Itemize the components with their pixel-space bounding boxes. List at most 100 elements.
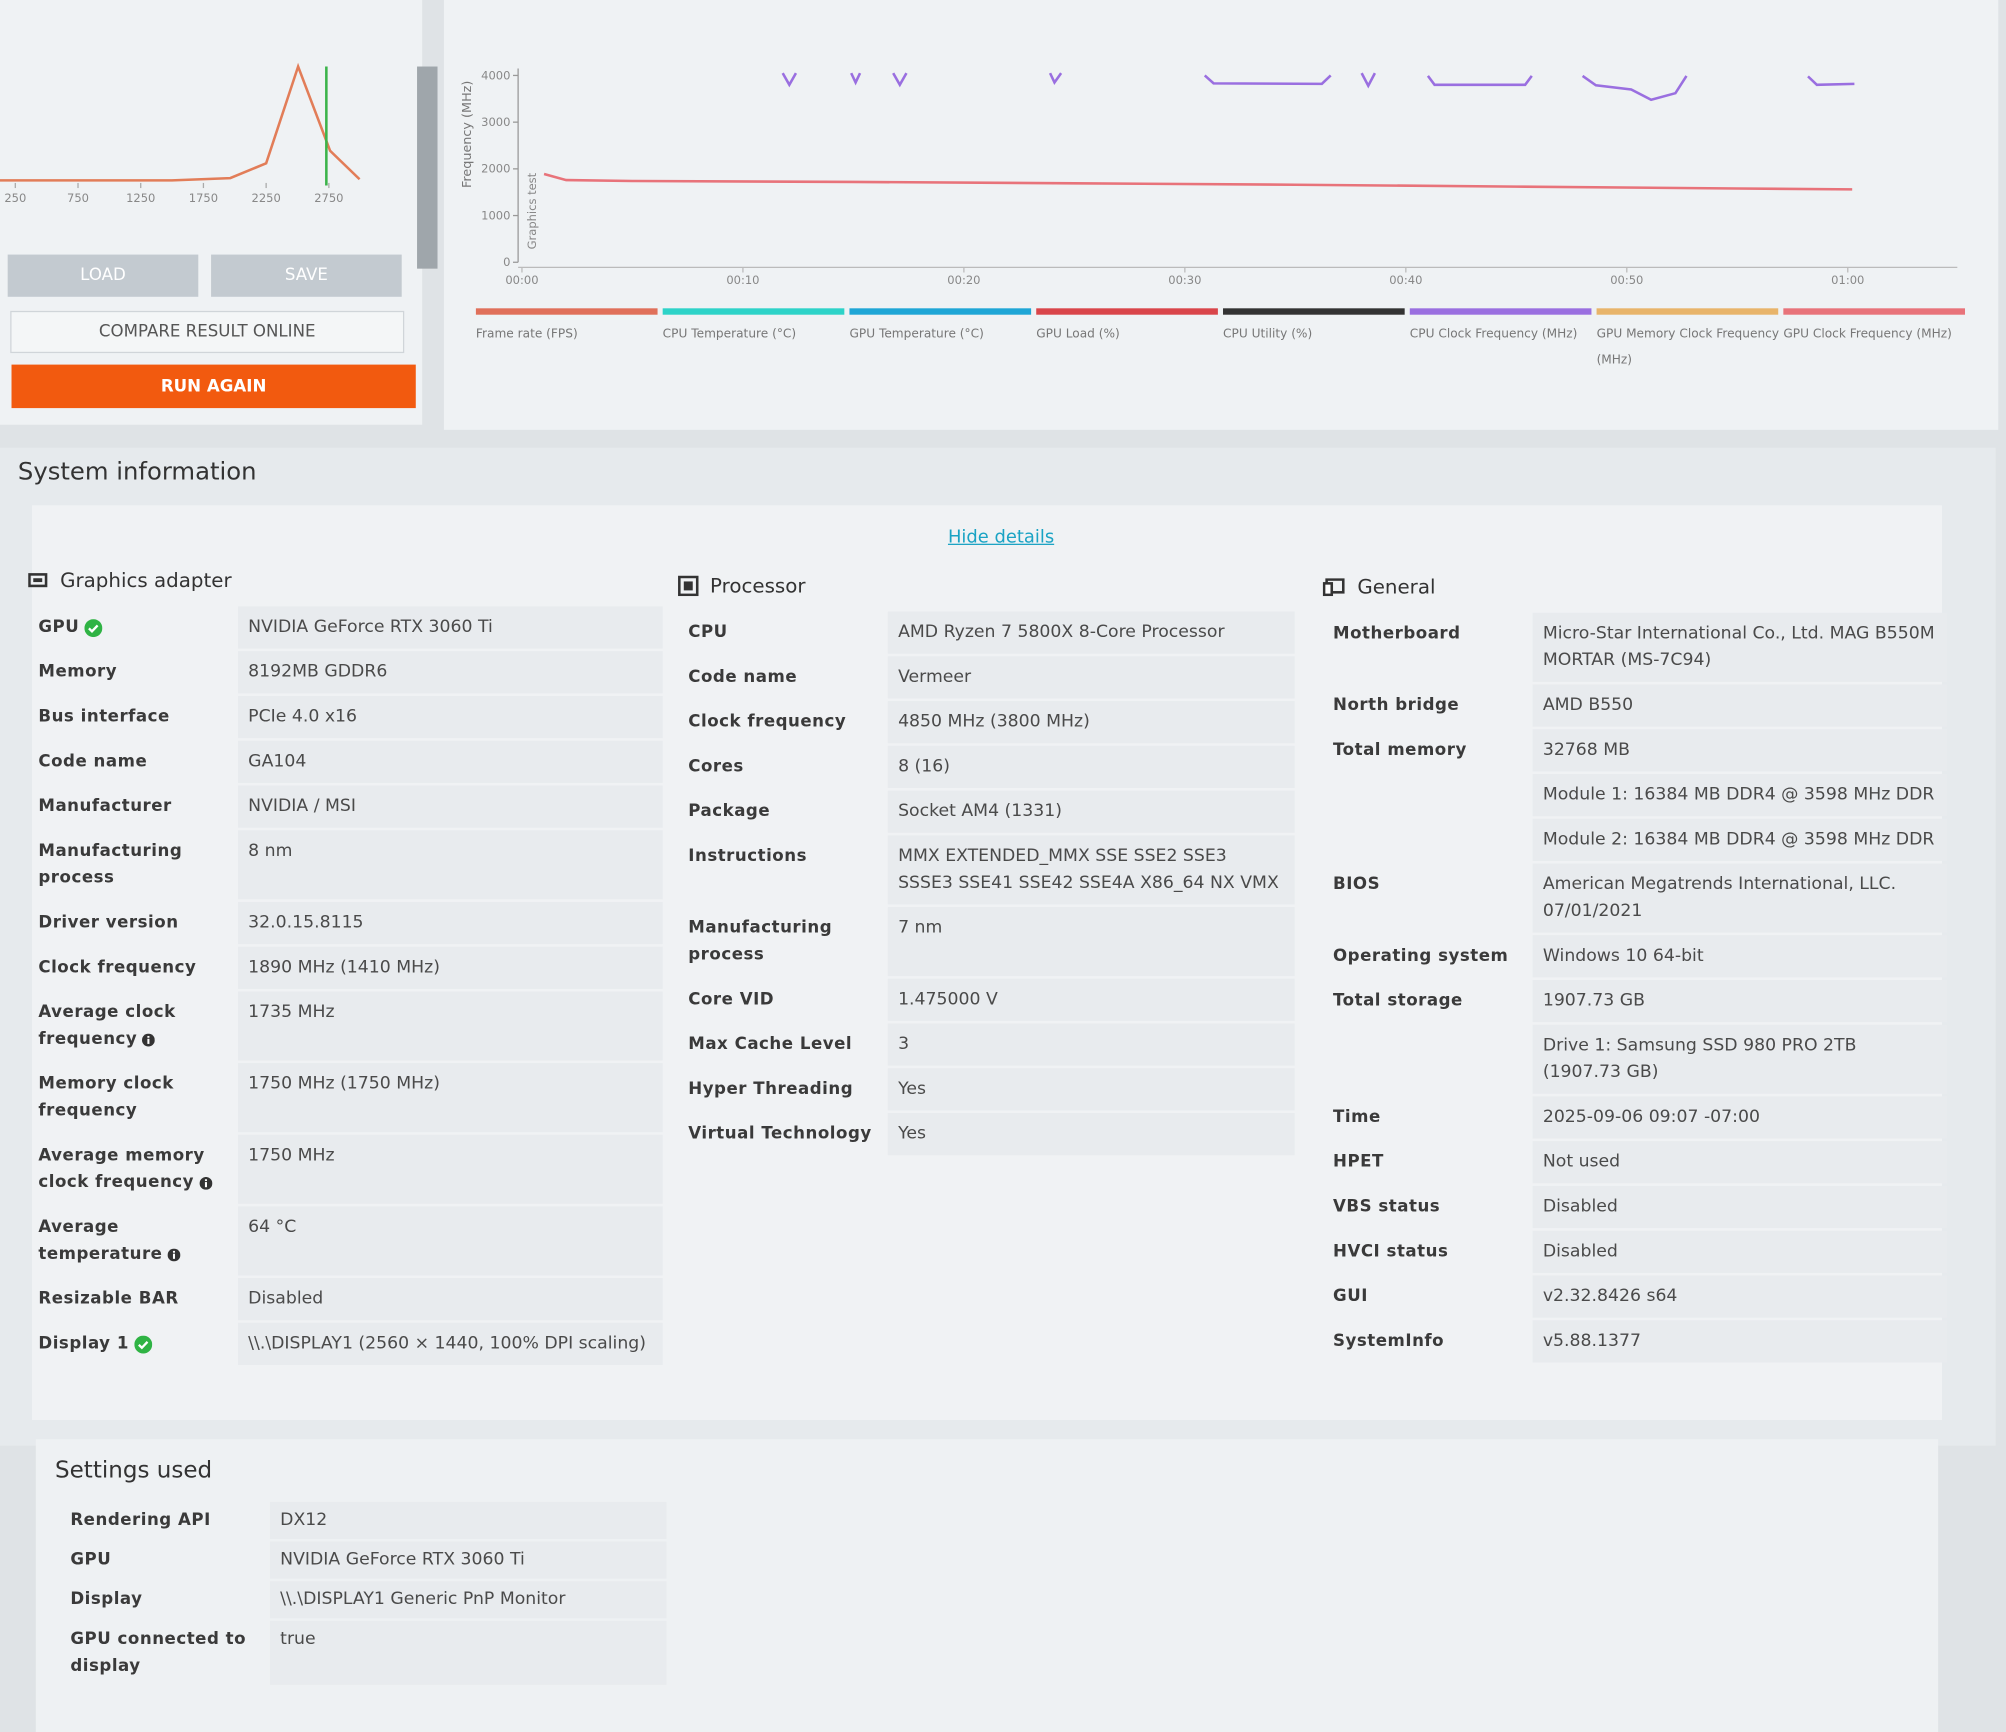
row-value: 1.475000 V: [887, 978, 1295, 1021]
info-row: Code name GA104: [28, 740, 663, 783]
row-label: GPU: [28, 606, 238, 648]
row-value: Not used: [1532, 1141, 1948, 1184]
row-value: true: [269, 1620, 667, 1685]
row-value: 2025-09-06 09:07 -07:00: [1532, 1096, 1948, 1139]
info-row: Clock frequency 4850 MHz (3800 MHz): [678, 701, 1295, 744]
row-value: Windows 10 64-bit: [1532, 935, 1948, 978]
row-label: Memory: [38, 662, 118, 682]
info-row: Instructions MMX EXTENDED_MMX SSE SSE2 SS…: [678, 835, 1295, 905]
rows: GPU NVIDIA GeForce RTX 3060 Ti Memory 8192M…: [28, 606, 663, 1366]
legend-swatch: [1036, 308, 1218, 315]
row-label: Driver version: [38, 913, 179, 933]
info-row: GPU NVIDIA GeForce RTX 3060 Ti: [28, 606, 663, 649]
info-row: Manufacturing process 8 nm: [28, 830, 663, 900]
data-line: [1581, 74, 1688, 102]
data-line: [543, 172, 1853, 191]
check-icon: [84, 618, 103, 637]
row-value: Disabled: [1532, 1230, 1948, 1273]
info-row: Manufacturing process 7 nm: [678, 907, 1295, 977]
section-heading-text: Graphics adapter: [60, 569, 232, 593]
legend-swatch: [1409, 308, 1592, 315]
x-tick-label: 250: [4, 191, 26, 205]
x-tick-label: 2750: [314, 191, 343, 205]
row-label: CPU: [688, 623, 728, 643]
info-row: Display 1 \\.\DISPLAY1 (2560 × 1440, 100%…: [28, 1322, 663, 1366]
row-value: Module 2: 16384 MB DDR4 @ 3598 MHz DDR: [1532, 818, 1948, 861]
row-label: BIOS: [1333, 875, 1381, 895]
info-row: Total storage 1907.73 GB: [1323, 979, 1948, 1023]
row-label: Memory clock frequency: [38, 1074, 174, 1121]
row-value: \\.\DISPLAY1 (2560 × 1440, 100% DPI scal…: [237, 1322, 663, 1366]
info-row: Code name Vermeer: [678, 656, 1295, 699]
row-label: Average memory clock frequency: [28, 1135, 238, 1204]
legend-label: GPU Memory Clock Frequency (MHz): [1596, 327, 1780, 368]
legend-entry: GPU Load (%): [1036, 308, 1223, 373]
info-row: GUI v2.32.8426 s64: [1323, 1275, 1948, 1318]
row-label: Rendering API: [70, 1510, 211, 1531]
rows: CPU AMD Ryzen 7 5800X 8-Core Processor Cod…: [678, 611, 1295, 1156]
x-tick-label: 00:30: [1168, 273, 1201, 287]
row-label: Instructions: [688, 846, 807, 867]
row-label: HVCI status: [1333, 1242, 1449, 1262]
info-row: Average memory clock frequency 1750 MHz: [28, 1134, 663, 1204]
section-heading-text: General: [1357, 575, 1436, 599]
monitoring-chart: 0 1000 2000 3000 4000 00:00 00:10 00:20 00:30 00:…: [460, 68, 1958, 287]
info-row: VBS status Disabled: [1323, 1185, 1948, 1229]
row-label: Code name: [38, 752, 148, 772]
row-label: Total storage: [1333, 991, 1463, 1011]
rows: Motherboard Micro-Star International Co.,…: [1323, 612, 1948, 1363]
info-row: Driver version 32.0.15.8115: [28, 901, 663, 945]
row-value: 8192MB GDDR6: [237, 651, 663, 694]
row-value: GA104: [237, 740, 663, 783]
x-tick-label: 750: [67, 191, 89, 205]
row-label: Average clock frequency: [38, 1002, 176, 1050]
info-row: Module 1: 16384 MB DDR4 @ 3598 MHz DDR: [1323, 773, 1948, 817]
info-icon: [142, 1033, 156, 1046]
legend-swatch: [1223, 308, 1405, 315]
row-value: 7 nm: [887, 907, 1295, 977]
info-icon: [167, 1247, 181, 1261]
info-row: Operating system Windows 10 64-bit: [1323, 935, 1948, 978]
legend-label: CPU Utility (%): [1223, 327, 1313, 342]
row-value: 1907.73 GB: [1532, 979, 1948, 1023]
info-row: Cores 8 (16): [678, 745, 1295, 789]
row-label: Clock frequency: [688, 712, 847, 732]
row-value: Socket AM4 (1331): [887, 790, 1295, 833]
legend-label: CPU Clock Frequency (MHz): [1409, 327, 1578, 342]
legend-entry: Frame rate (FPS): [475, 308, 663, 373]
load-button[interactable]: LOAD: [7, 254, 199, 297]
run-again-button[interactable]: RUN AGAIN: [11, 364, 416, 409]
row-value: Yes: [887, 1068, 1295, 1111]
row-value: Disabled: [237, 1278, 663, 1321]
info-row: Bus interface PCIe 4.0 x16: [28, 695, 663, 739]
section-heading-text: Processor: [710, 574, 806, 598]
info-row: BIOS American Megatrends International, L…: [1323, 863, 1948, 933]
x-tick-label: 00:10: [726, 273, 759, 287]
hide-details-link[interactable]: Hide details: [947, 527, 1055, 548]
section-heading: Graphics adapter: [28, 563, 663, 599]
info-row: Resizable BAR Disabled: [28, 1278, 663, 1321]
info-row: Display \\.\DISPLAY1 Generic PnP Monitor: [60, 1581, 667, 1619]
legend-entry: CPU Utility (%): [1223, 308, 1410, 373]
row-value: DX12: [269, 1501, 667, 1539]
data-line: [892, 72, 908, 88]
row-value: PCIe 4.0 x16: [237, 695, 663, 739]
y-tick-label: 3000: [481, 115, 510, 129]
row-value: 8 nm: [237, 830, 663, 900]
row-value: Module 1: 16384 MB DDR4 @ 3598 MHz DDR: [1532, 773, 1948, 817]
distribution-chart: 250 750 1250 1750 2250 2750: [0, 62, 361, 205]
row-value: Micro-Star International Co., Ltd. MAG B…: [1532, 612, 1948, 682]
x-tick-label: 00:50: [1610, 273, 1643, 287]
info-row: Memory clock frequency 1750 MHz (1750 MHz…: [28, 1063, 663, 1133]
row-value: Drive 1: Samsung SSD 980 PRO 2TB (1907.7…: [1532, 1024, 1948, 1094]
row-label: Virtual Technology: [688, 1124, 872, 1144]
info-row: Average temperature 64 °C: [28, 1206, 663, 1276]
compare-button[interactable]: COMPARE RESULT ONLINE: [10, 310, 405, 354]
row-value: 1890 MHz (1410 MHz): [237, 946, 663, 989]
info-row: Memory 8192MB GDDR6: [28, 651, 663, 694]
row-label: HPET: [1333, 1152, 1384, 1172]
info-row: CPU AMD Ryzen 7 5800X 8-Core Processor: [678, 611, 1295, 654]
row-value: v2.32.8426 s64: [1532, 1275, 1948, 1318]
row-label: Manufacturer: [38, 797, 172, 817]
save-button[interactable]: SAVE: [211, 254, 402, 297]
